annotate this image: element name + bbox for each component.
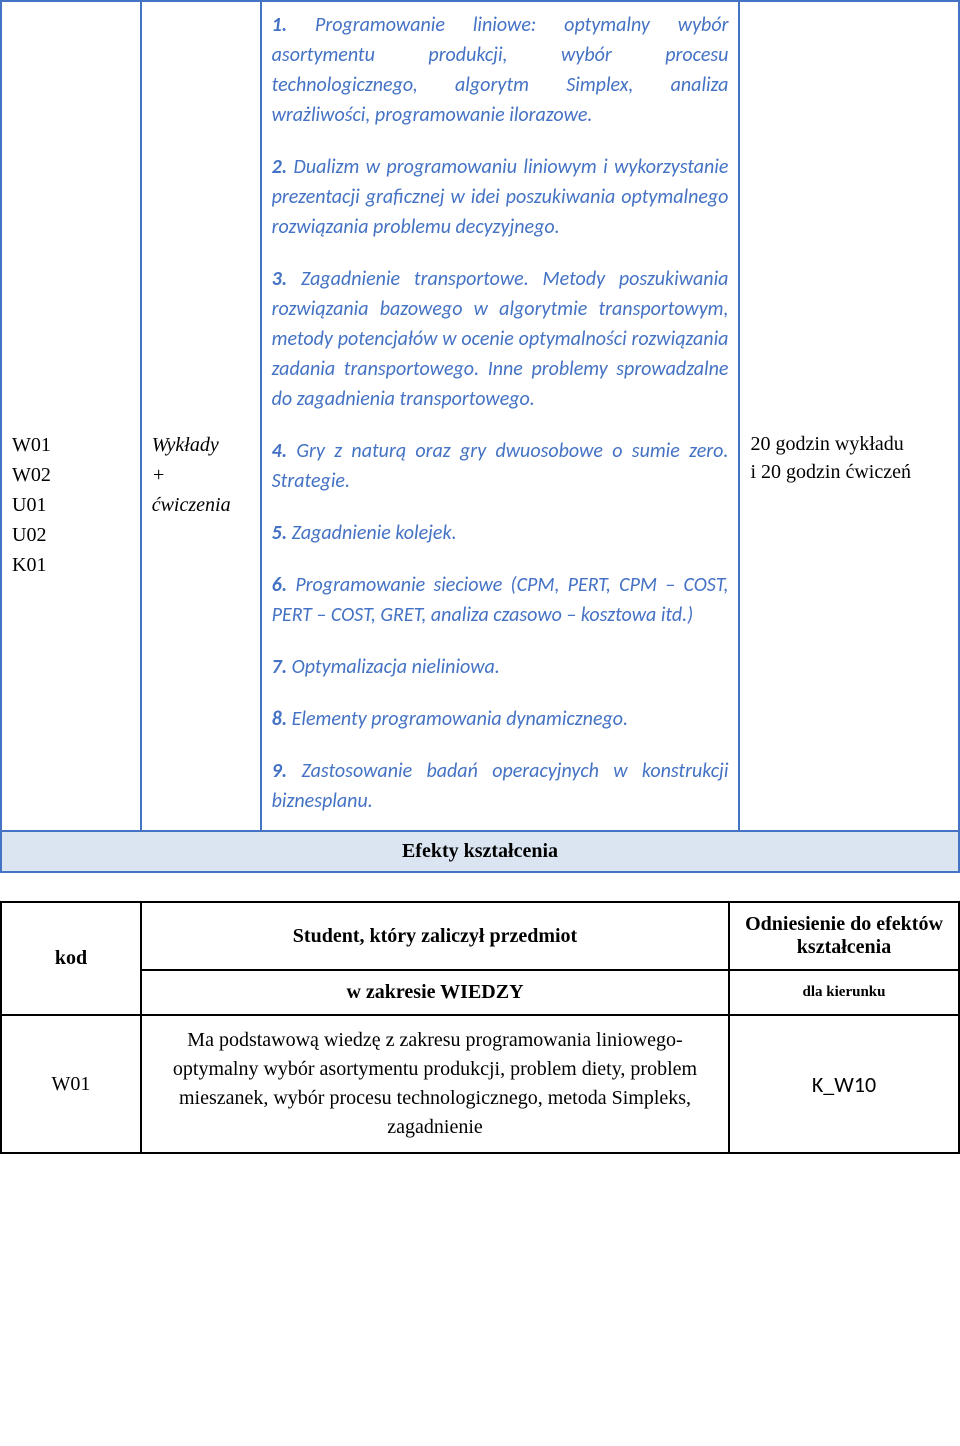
kod-header: kod [1, 902, 141, 1015]
code-u02: U02 [12, 520, 130, 550]
topic-3: 3. Zagadnienie transportowe. Metody posz… [272, 264, 729, 414]
outcome-ref-w01: K_W10 [729, 1015, 959, 1153]
topic-6: 6. Programowanie sieciowe (CPM, PERT, CP… [272, 570, 729, 630]
hours-cell: 20 godzin wykładu i 20 godzin ćwiczeń [739, 1, 959, 831]
wiedzy-header: w zakresie WIEDZY [141, 970, 729, 1015]
content-row: W01 W02 U01 U02 K01 Wykłady + ćwiczenia … [1, 1, 959, 831]
format-line2: + [152, 460, 250, 490]
hours-line1: 20 godzin wykładu [750, 430, 948, 458]
hours-line2: i 20 godzin ćwiczeń [750, 458, 948, 486]
syllabus-upper-table: W01 W02 U01 U02 K01 Wykłady + ćwiczenia … [0, 0, 960, 873]
odn-header: Odniesienie do efektów kształcenia [729, 902, 959, 970]
topic-1: 1. Programowanie liniowe: optymalny wybó… [272, 10, 729, 130]
outcomes-header-row-2: w zakresie WIEDZY dla kierunku [1, 970, 959, 1015]
page: W01 W02 U01 U02 K01 Wykłady + ćwiczenia … [0, 0, 960, 1154]
topic-9: 9. Zastosowanie badań operacyjnych w kon… [272, 756, 729, 816]
topic-4: 4. Gry z naturą oraz gry dwuosobowe o su… [272, 436, 729, 496]
topic-2: 2. Dualizm w programowaniu liniowym i wy… [272, 152, 729, 242]
format-cell: Wykłady + ćwiczenia [141, 1, 261, 831]
outcomes-header-row-1: kod Student, który zaliczył przedmiot Od… [1, 902, 959, 970]
topic-8: 8. Elementy programowania dynamicznego. [272, 704, 729, 734]
outcomes-table: kod Student, który zaliczył przedmiot Od… [0, 901, 960, 1154]
dlakierunku-header: dla kierunku [729, 970, 959, 1015]
student-header: Student, który zaliczył przedmiot [141, 902, 729, 970]
outcome-code-w01: W01 [1, 1015, 141, 1153]
codes-cell: W01 W02 U01 U02 K01 [1, 1, 141, 831]
topics-cell: 1. Programowanie liniowe: optymalny wybó… [261, 1, 740, 831]
topic-7: 7. Optymalizacja nieliniowa. [272, 652, 729, 682]
effects-header-row: Efekty kształcenia [1, 831, 959, 872]
code-w02: W02 [12, 460, 130, 490]
code-k01: K01 [12, 550, 130, 580]
effects-header: Efekty kształcenia [1, 831, 959, 872]
format-line1: Wykłady [152, 430, 250, 460]
outcome-desc-w01: Ma podstawową wiedzę z zakresu programow… [141, 1015, 729, 1153]
code-u01: U01 [12, 490, 130, 520]
outcomes-row-w01: W01 Ma podstawową wiedzę z zakresu progr… [1, 1015, 959, 1153]
code-w01: W01 [12, 430, 130, 460]
topic-5: 5. Zagadnienie kolejek. [272, 518, 729, 548]
format-line3: ćwiczenia [152, 490, 250, 520]
